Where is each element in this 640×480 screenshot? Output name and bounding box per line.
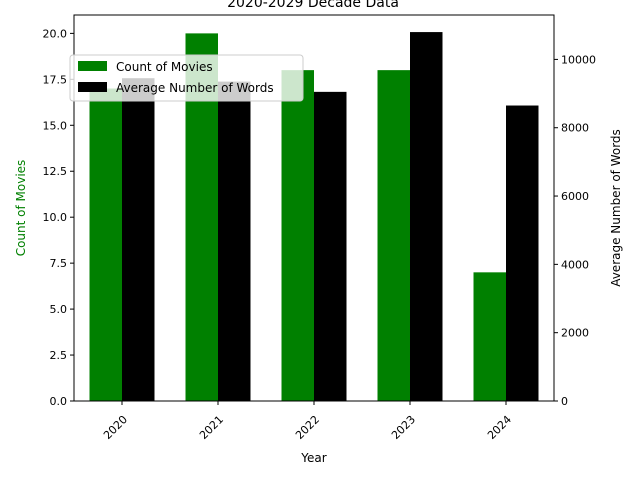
legend-swatch-average-number-of-words [78,82,107,92]
bar-count-of-movies-2022 [281,70,314,402]
bar-average-number-of-words-2021 [218,81,251,401]
y-axis-right-label: Average Number of Words [609,129,623,287]
y-left-tick-label: 2.5 [50,349,68,362]
y-right-tick-label: 8000 [561,122,589,135]
y-left-tick-label: 17.5 [43,73,68,86]
y-left-tick-label: 15.0 [43,119,68,132]
bar-count-of-movies-2024 [473,272,506,401]
y-left-tick-label: 12.5 [43,165,68,178]
y-left-tick-label: 5.0 [50,303,68,316]
y-left-tick-label: 7.5 [50,257,68,270]
legend-swatch-count-of-movies [78,61,107,71]
y-left-tick-label: 10.0 [43,211,68,224]
y-left-tick-label: 0.0 [50,395,68,408]
y-right-tick-label: 0 [561,395,568,408]
chart-title: 2020-2029 Decade Data [227,0,399,11]
plot-frame [73,14,555,402]
y-axis-left-ticks: 0.0 2.5 5.0 7.5 10.0 12.5 15.0 17.5 20.0 [43,27,74,408]
legend-label-count-of-movies: Count of Movies [116,60,213,74]
y-axis-left-label: Count of Movies [14,160,28,257]
y-right-tick-label: 4000 [561,258,589,271]
legend-label-average-number-of-words: Average Number of Words [116,81,274,95]
y-right-tick-label: 6000 [561,190,589,203]
y-right-tick-label: 10000 [561,53,596,66]
bar-count-of-movies-2020 [89,88,122,402]
x-axis-label: Year [300,451,326,465]
bar-average-number-of-words-2024 [506,105,539,401]
legend: Count of Movies Average Number of Words [69,54,304,102]
bar-average-number-of-words-2022 [314,91,347,402]
bar-average-number-of-words-2023 [410,32,443,401]
y-left-tick-label: 20.0 [43,27,68,40]
legend-box [69,54,304,102]
y-axis-right-ticks: 0 2000 4000 6000 8000 10000 [554,53,596,408]
y-right-tick-label: 2000 [561,327,589,340]
bar-count-of-movies-2023 [377,70,410,402]
bar-average-number-of-words-2020 [122,78,155,401]
